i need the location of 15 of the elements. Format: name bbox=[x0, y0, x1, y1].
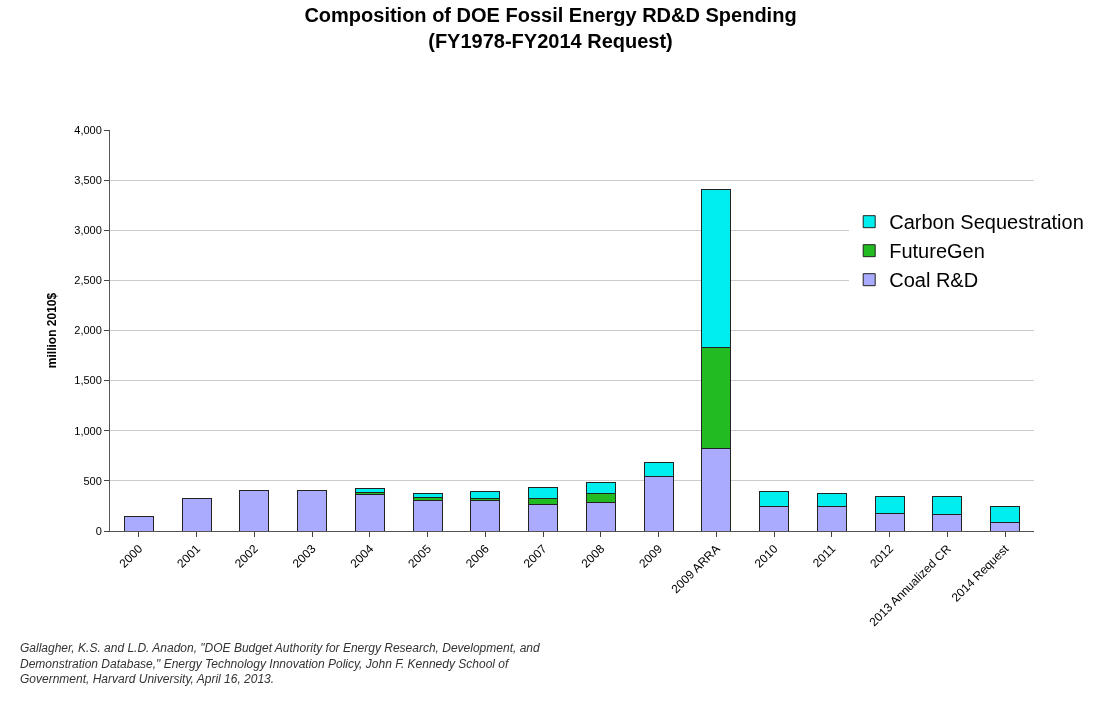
text: Gallagher, K.S. and L.D. Anadon, "DOE Budget Authority for Energy Research, Development, and Demonstration Database," Energy Technology Innovation Policy, John F. Kennedy School of Government, Harvard University, April 16, 2013. bbox=[20, 641, 540, 687]
y-tick-label: 0 bbox=[95, 524, 102, 537]
y-tick-label: 2,000 bbox=[74, 324, 102, 337]
chart-title: Composition of DOE Fossil Energy RD&D Spending (FY1978-FY2014 Request) bbox=[304, 3, 797, 52]
y-tick-label: 1,000 bbox=[74, 424, 102, 437]
legend-label: Coal R&D bbox=[889, 269, 979, 292]
y-tick-label: 500 bbox=[83, 474, 102, 487]
y-tick-label: 3,500 bbox=[74, 173, 102, 186]
y-axis-title: million 2010$ bbox=[44, 292, 59, 369]
y-tick-label: 2,500 bbox=[74, 274, 102, 287]
legend-label: Carbon Sequestration bbox=[889, 211, 1084, 234]
y-tick-label: 3,000 bbox=[74, 224, 102, 237]
y-tick-label: 1,500 bbox=[74, 374, 102, 387]
legend-label: FutureGen bbox=[889, 240, 985, 263]
y-tick-label: 4,000 bbox=[74, 123, 102, 136]
